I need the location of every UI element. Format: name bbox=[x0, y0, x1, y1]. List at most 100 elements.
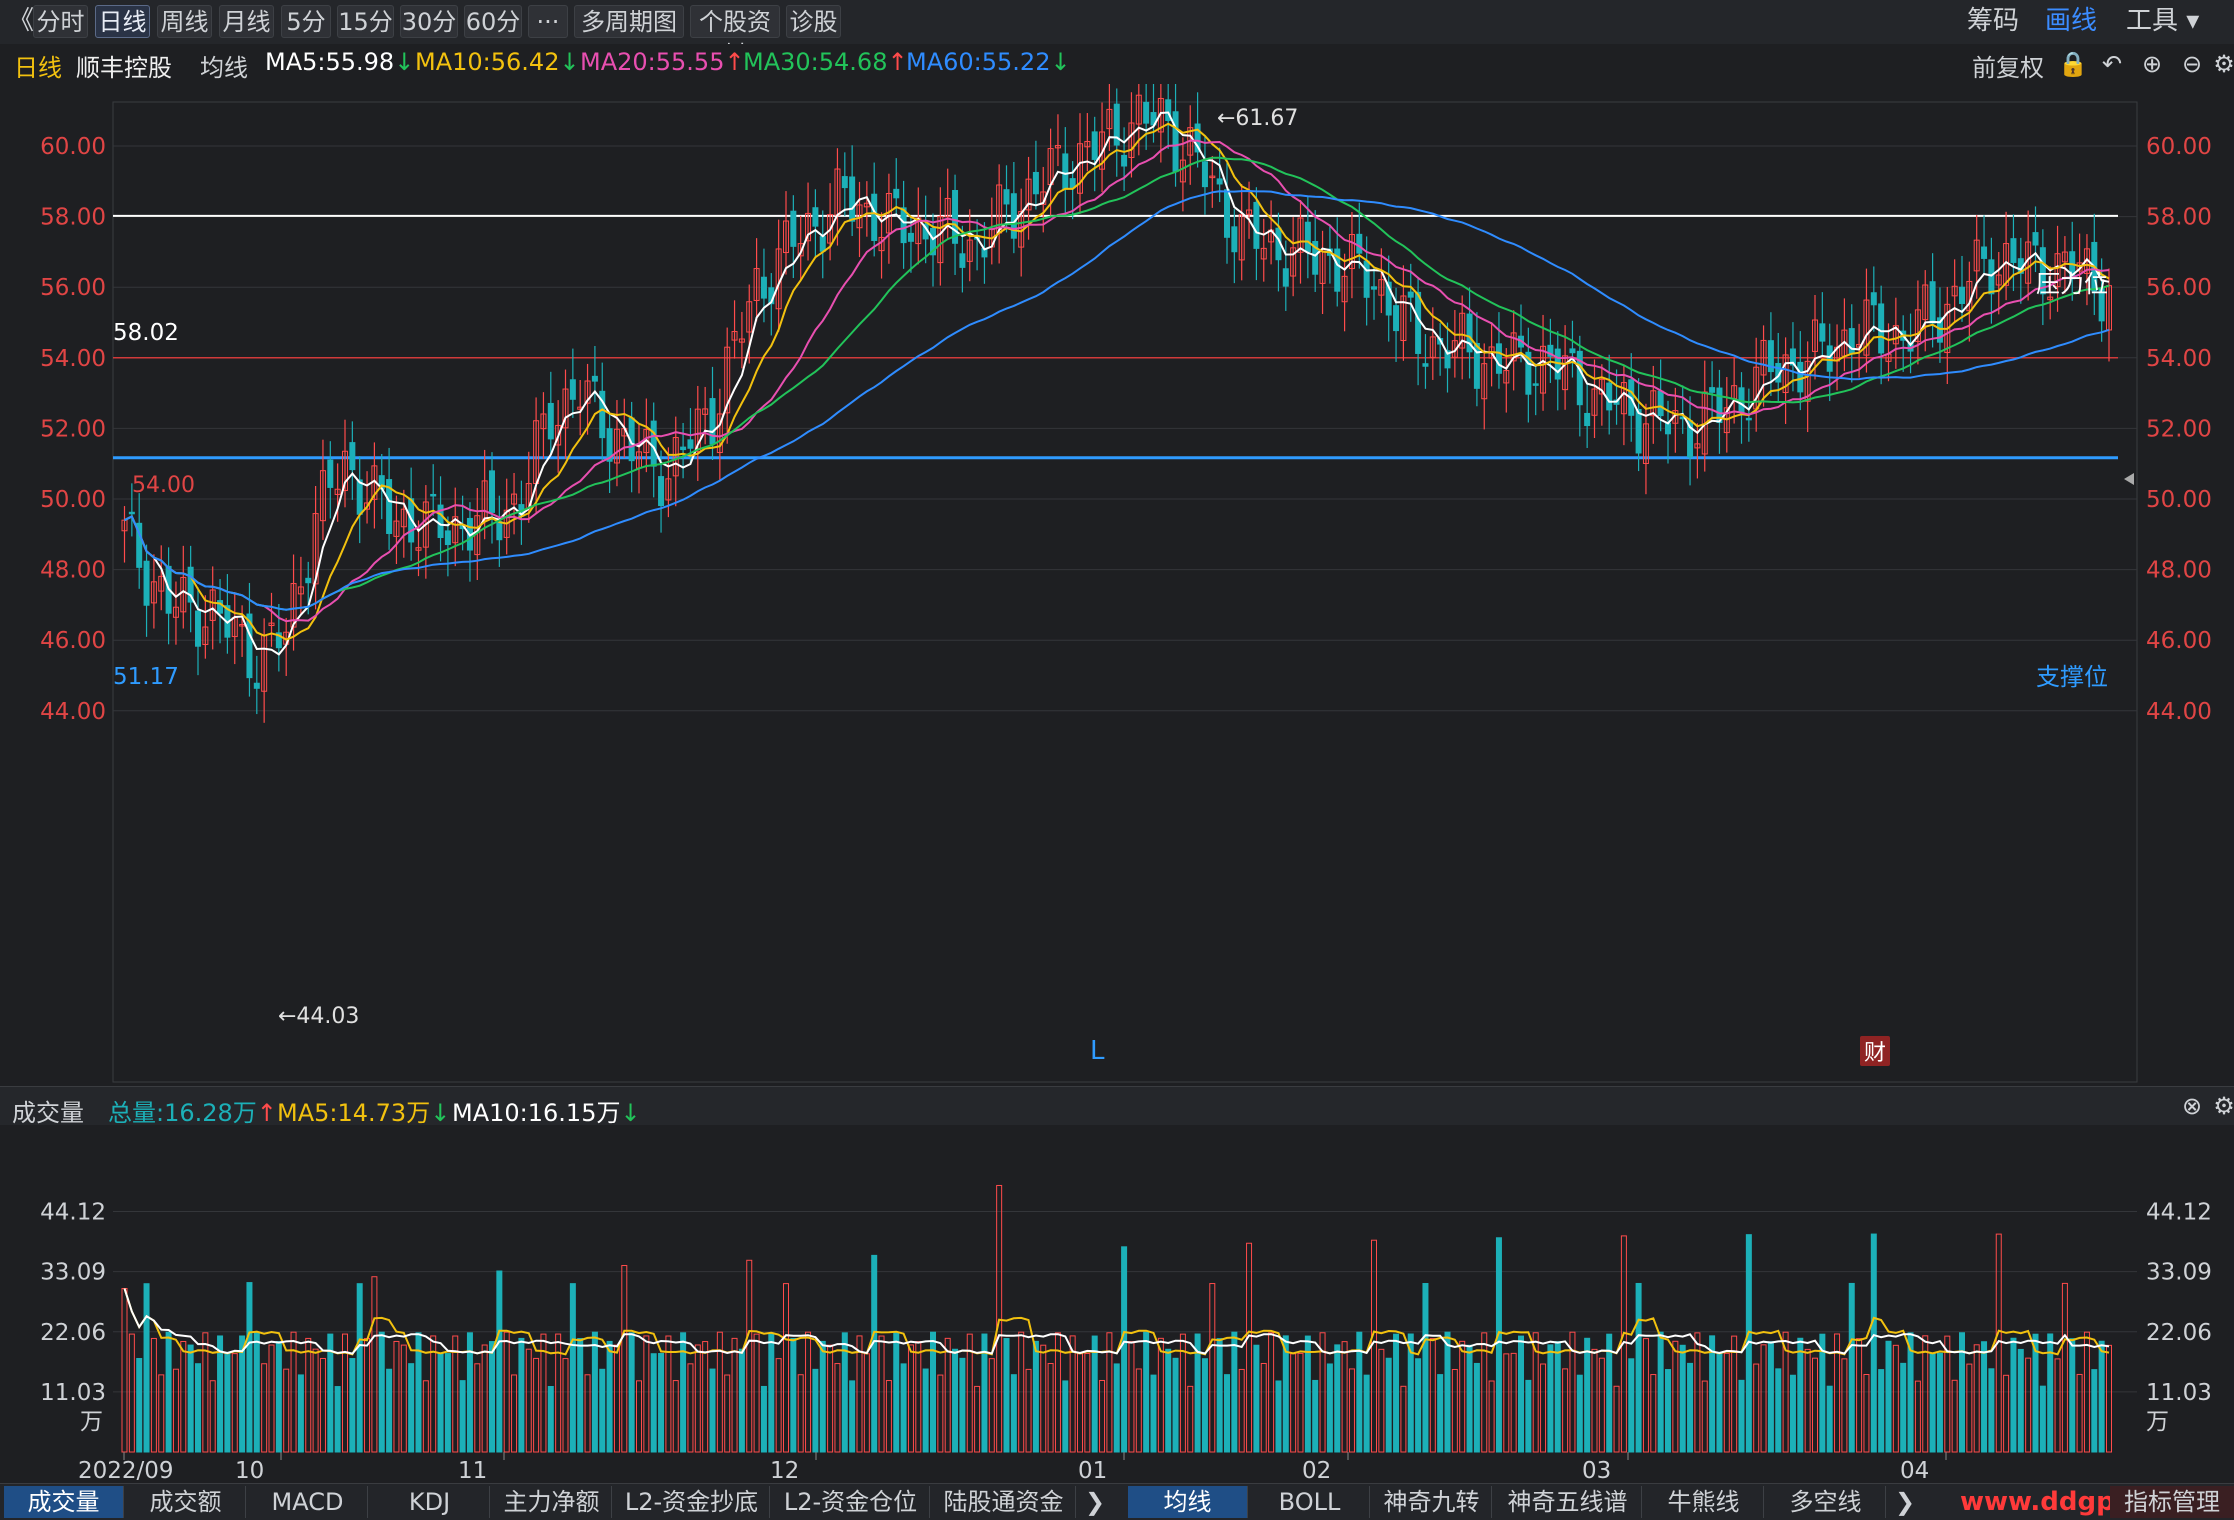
tab-5min[interactable]: 5分 bbox=[281, 5, 331, 38]
volume-bar bbox=[797, 1374, 804, 1453]
indicator-manage-button[interactable]: 指标管理 bbox=[2110, 1486, 2234, 1518]
candle-body bbox=[1363, 260, 1370, 298]
volume-bar bbox=[1606, 1333, 1613, 1453]
volume-bar bbox=[1238, 1368, 1245, 1453]
tab-minute[interactable]: 分时 bbox=[33, 5, 88, 38]
volume-bar bbox=[150, 1337, 157, 1453]
candle-body bbox=[827, 214, 834, 244]
indicator-settings-icon[interactable]: ⚙ bbox=[2213, 1092, 2234, 1120]
tab-magic-nine[interactable]: 神奇九转 bbox=[1372, 1486, 1492, 1518]
undo-icon[interactable]: ↶ bbox=[2101, 50, 2123, 78]
diagnose-button[interactable]: 诊股 bbox=[786, 5, 841, 38]
zoom-out-icon[interactable]: ⊖ bbox=[2181, 50, 2203, 78]
volume-bar bbox=[900, 1363, 907, 1453]
candle-body bbox=[1422, 363, 1429, 367]
candle-body bbox=[1870, 292, 1877, 306]
ma5-arrow: ↓ bbox=[394, 48, 415, 76]
volume-bar bbox=[1687, 1362, 1694, 1453]
volume-bar bbox=[415, 1332, 422, 1453]
tab-15min[interactable]: 15分 bbox=[337, 5, 394, 38]
candle-body bbox=[1819, 323, 1826, 342]
tab-kdj[interactable]: KDJ bbox=[370, 1486, 490, 1518]
candle-body bbox=[1973, 239, 1980, 272]
draw-line-button[interactable]: 画线 bbox=[2045, 6, 2098, 36]
volume-bar bbox=[599, 1368, 606, 1453]
settings-gear-icon[interactable]: ⚙ bbox=[2213, 50, 2234, 78]
tab-weekly[interactable]: 周线 bbox=[157, 5, 212, 38]
chips-button[interactable]: 筹码 bbox=[1967, 6, 2020, 36]
volume-bar bbox=[555, 1333, 562, 1453]
volume-bar bbox=[760, 1385, 767, 1453]
tab-monthly[interactable]: 月线 bbox=[219, 5, 274, 38]
volume-ma5: MA5:14.73万↓ bbox=[277, 1099, 451, 1127]
volume-bar bbox=[1694, 1332, 1701, 1453]
lock-icon[interactable]: 🔒 bbox=[2058, 50, 2088, 78]
ma20-arrow: ↑ bbox=[724, 48, 745, 76]
more-right-tabs-icon[interactable]: ❯ bbox=[1894, 1488, 1916, 1516]
volume-bar bbox=[841, 1332, 848, 1453]
candle-body bbox=[783, 220, 789, 254]
volume-bar bbox=[2025, 1357, 2032, 1453]
tab-magic-five[interactable]: 神奇五线谱 bbox=[1494, 1486, 1642, 1518]
tab-turnover[interactable]: 成交额 bbox=[126, 1486, 246, 1518]
zoom-in-icon[interactable]: ⊕ bbox=[2141, 50, 2163, 78]
tab-l2-bottom[interactable]: L2-资金抄底 bbox=[614, 1486, 770, 1518]
y-tick-right: 56.00 bbox=[2146, 275, 2212, 301]
volume-bar bbox=[1319, 1332, 1326, 1453]
finance-marker-badge[interactable] bbox=[1860, 1036, 1890, 1066]
volume-bar bbox=[922, 1368, 929, 1453]
tab-daily[interactable]: 日线 bbox=[95, 5, 150, 38]
tab-volume[interactable]: 成交量 bbox=[4, 1486, 124, 1518]
volume-bar bbox=[959, 1357, 966, 1453]
candle-body bbox=[1760, 339, 1767, 376]
candle-body bbox=[694, 408, 701, 453]
event-marker-L[interactable]: L bbox=[1090, 1036, 1105, 1066]
candle-body bbox=[1584, 412, 1591, 427]
tab-main-net[interactable]: 主力净额 bbox=[492, 1486, 612, 1518]
y-tick-right: 58.00 bbox=[2146, 205, 2212, 231]
volume-bar bbox=[1635, 1282, 1642, 1453]
multi-period-dropdown[interactable]: 多周期图 ▾ bbox=[574, 5, 684, 69]
candle-body bbox=[540, 413, 547, 430]
volume-bar bbox=[1084, 1352, 1091, 1453]
tab-bull-bear[interactable]: 牛熊线 bbox=[1644, 1486, 1764, 1518]
candle-body bbox=[650, 420, 657, 467]
volume-chart[interactable]: 44.12 44.12 33.09 33.09 22.06 22.06 11.03 11.03… bbox=[0, 1124, 2234, 1484]
ma-avg-label[interactable]: 均线 bbox=[200, 54, 248, 82]
volume-tick-left: 33.09 bbox=[40, 1260, 106, 1286]
tab-long-short[interactable]: 多空线 bbox=[1766, 1486, 1886, 1518]
close-indicator-icon[interactable]: ⊗ bbox=[2181, 1092, 2203, 1120]
volume-bar bbox=[334, 1386, 341, 1453]
tab-boll[interactable]: BOLL bbox=[1250, 1486, 1370, 1518]
tab-northbound[interactable]: 陆股通资金 bbox=[932, 1486, 1076, 1518]
tab-l2-position[interactable]: L2-资金仓位 bbox=[772, 1486, 930, 1518]
volume-bar bbox=[1679, 1344, 1686, 1453]
volume-bar bbox=[775, 1358, 782, 1453]
volume-unit-left: 万 bbox=[80, 1409, 103, 1435]
volume-bar bbox=[209, 1380, 216, 1453]
more-left-tabs-icon[interactable]: ❯ bbox=[1084, 1488, 1106, 1516]
tab-30min[interactable]: 30分 bbox=[400, 5, 458, 38]
volume-bar bbox=[650, 1353, 657, 1453]
volume-bar bbox=[239, 1335, 246, 1453]
more-periods-button[interactable]: ··· bbox=[528, 5, 568, 38]
tab-60min[interactable]: 60分 bbox=[464, 5, 522, 38]
candle-body bbox=[1128, 122, 1135, 158]
volume-bar bbox=[996, 1184, 1003, 1453]
candle-body bbox=[1481, 363, 1488, 400]
tab-macd[interactable]: MACD bbox=[248, 1486, 368, 1518]
candle-body bbox=[297, 586, 304, 595]
adjust-mode[interactable]: 前复权 bbox=[1972, 54, 2044, 82]
tools-dropdown[interactable]: 工具 ▾ bbox=[2126, 6, 2200, 36]
volume-bar bbox=[466, 1332, 473, 1453]
candle-body bbox=[415, 547, 422, 551]
candle-body bbox=[1723, 407, 1730, 434]
volume-bar bbox=[591, 1331, 598, 1453]
candle-body bbox=[1121, 154, 1128, 167]
stock-info-button[interactable]: 个股资料 bbox=[690, 5, 780, 69]
volume-bar bbox=[349, 1358, 356, 1453]
candle-body bbox=[1290, 247, 1297, 277]
collapse-left-icon[interactable]: 《 bbox=[8, 6, 35, 36]
candlestick-chart[interactable]: 44.00 46.00 48.00 50.00 52.00 54.00 56.00 58.00… bbox=[0, 84, 2234, 1084]
tab-ma[interactable]: 均线 bbox=[1128, 1486, 1248, 1518]
